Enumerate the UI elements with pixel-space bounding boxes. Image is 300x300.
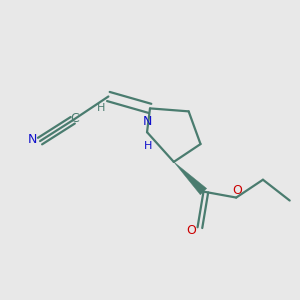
Text: H: H [97,103,105,113]
Text: N: N [142,115,152,128]
Text: C: C [71,112,80,125]
Polygon shape [174,162,207,195]
Text: O: O [233,184,243,196]
Text: N: N [28,133,37,146]
Text: H: H [143,141,152,151]
Text: O: O [187,224,196,237]
